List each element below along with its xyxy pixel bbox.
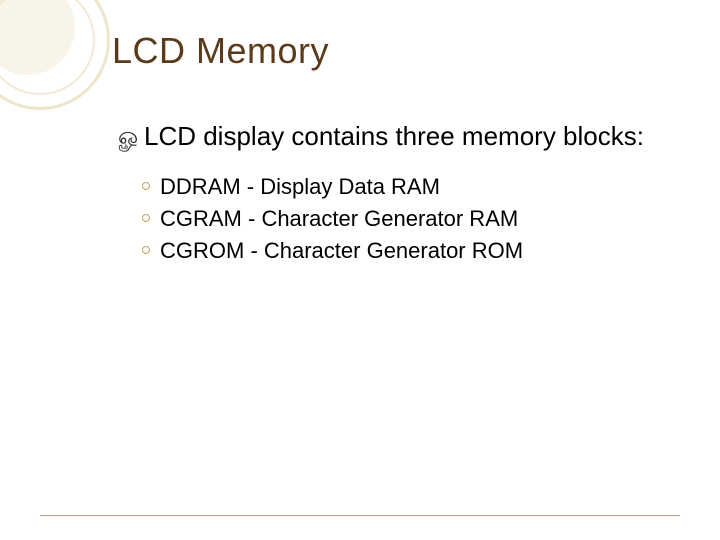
- memory-blocks-list: DDRAM - Display Data RAM CGRAM - Charact…: [142, 171, 660, 267]
- list-item-text: DDRAM - Display Data RAM: [160, 174, 440, 199]
- slide-title: LCD Memory: [112, 30, 329, 72]
- list-item: DDRAM - Display Data RAM: [142, 171, 660, 203]
- corner-ornament-fill: [0, 0, 75, 75]
- corner-ornament-outer-ring: [0, 0, 110, 110]
- ring-bullet-icon: [142, 246, 150, 254]
- ring-bullet-icon: [142, 214, 150, 222]
- footer-divider: [40, 515, 680, 516]
- swirl-bullet-icon: ௐ: [118, 122, 142, 152]
- lead-text: LCD display contains three memory blocks…: [144, 121, 644, 151]
- list-item: CGROM - Character Generator ROM: [142, 235, 660, 267]
- ring-bullet-icon: [142, 182, 150, 190]
- list-item-text: CGROM - Character Generator ROM: [160, 238, 523, 263]
- list-item: CGRAM - Character Generator RAM: [142, 203, 660, 235]
- slide-body: ௐLCD display contains three memory block…: [118, 120, 660, 267]
- lead-paragraph: ௐLCD display contains three memory block…: [118, 120, 660, 153]
- list-item-text: CGRAM - Character Generator RAM: [160, 206, 518, 231]
- corner-ornament-inner-ring: [0, 0, 95, 95]
